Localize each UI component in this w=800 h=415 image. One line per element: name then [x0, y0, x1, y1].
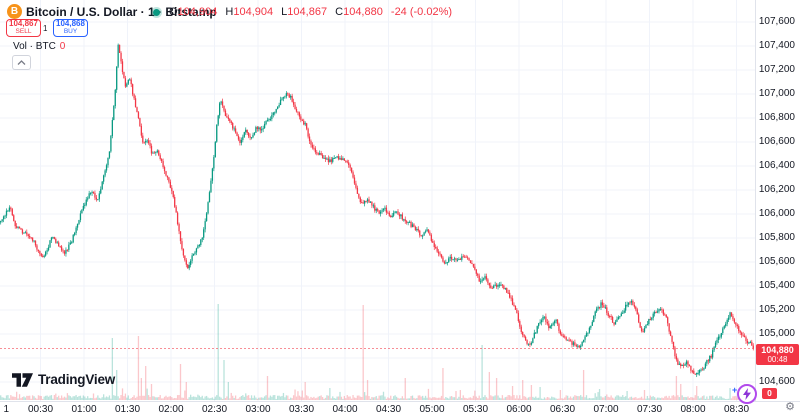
last-price-value: 104,880 — [761, 345, 794, 355]
price-axis-label: 106,800 — [758, 112, 795, 123]
time-axis-label: 08:00 — [680, 404, 706, 415]
sell-label: SELL — [15, 28, 32, 36]
price-axis-label: 106,600 — [758, 136, 795, 147]
time-axis-label: 05:30 — [462, 404, 489, 415]
volume-value: 0 — [59, 41, 66, 52]
low-label: L — [281, 6, 288, 18]
collapse-pane-button[interactable] — [12, 55, 31, 70]
lightning-icon — [743, 388, 751, 400]
price-axis-label: 105,000 — [758, 328, 795, 339]
tradingview-logo[interactable]: TradingView — [12, 372, 115, 387]
time-axis-label: 04:00 — [332, 404, 358, 415]
low-value: 104,867 — [287, 6, 328, 18]
buy-button[interactable]: 104,868 BUY — [53, 19, 88, 37]
volume-indicator-legend[interactable]: Vol · BTC 0 — [13, 41, 65, 52]
close-label: C — [335, 6, 344, 18]
price-axis-label: 106,400 — [758, 160, 795, 171]
volume-label: Vol · BTC — [13, 41, 56, 52]
price-axis-label: 105,200 — [758, 304, 795, 315]
time-axis-label: 02:00 — [158, 404, 184, 415]
tradingview-logo-text: TradingView — [38, 372, 116, 387]
time-axis-label: 00:30 — [27, 404, 54, 415]
plus-icon: + — [732, 385, 738, 395]
time-axis-label: 1 — [3, 404, 10, 415]
time-axis-label: 02:30 — [201, 404, 228, 415]
price-axis-label: 107,600 — [758, 16, 795, 27]
price-axis-label: 107,200 — [758, 64, 795, 75]
sell-price: 104,867 — [9, 19, 38, 29]
time-axis-label: 01:30 — [114, 404, 141, 415]
bitcoin-icon: B — [7, 4, 22, 19]
price-axis-label: 104,600 — [758, 376, 795, 387]
volume-axis-badge: 0 — [762, 388, 777, 399]
time-axis[interactable]: 1 00:30 01:00 01:30 02:00 02:30 03:00 03:30 04:0… — [0, 401, 800, 415]
price-axis[interactable]: 107,600 107,400 107,200 107,000 106,800 106,6… — [755, 0, 800, 401]
ohlc-values: O104,904 H104,904 L104,867 C104,880 -24 … — [169, 6, 452, 18]
last-price-badge: 104,880 00:48 — [756, 344, 799, 365]
price-axis-label: 106,000 — [758, 208, 795, 219]
price-axis-label: 107,400 — [758, 40, 795, 51]
time-axis-label: 03:30 — [288, 404, 315, 415]
sell-button[interactable]: 104,867 SELL — [6, 19, 41, 37]
grid-layer — [0, 0, 755, 401]
time-axis-label: 07:30 — [636, 404, 663, 415]
price-axis-label: 105,600 — [758, 256, 795, 267]
high-value: 104,904 — [233, 6, 274, 18]
open-label: O — [169, 6, 178, 18]
open-value: 104,904 — [177, 6, 218, 18]
high-label: H — [225, 6, 234, 18]
time-axis-label: 03:00 — [245, 404, 271, 415]
quick-trade-fab[interactable]: + — [732, 384, 757, 404]
chevron-up-icon — [17, 59, 26, 65]
volume-bars — [0, 304, 754, 400]
time-axis-label: 05:00 — [419, 404, 445, 415]
time-axis-label: 06:30 — [549, 404, 576, 415]
change-value: -24 (-0.02%) — [390, 6, 453, 18]
close-value: 104,880 — [343, 6, 383, 18]
time-axis-label: 04:30 — [375, 404, 402, 415]
buy-price: 104,868 — [56, 19, 85, 29]
buy-label: BUY — [63, 28, 78, 36]
time-axis-label: 08:30 — [723, 404, 750, 415]
spread-value: 1 — [43, 24, 48, 33]
price-axis-label: 107,000 — [758, 88, 795, 99]
time-settings-icon[interactable]: ⚙ — [783, 401, 797, 414]
bar-countdown: 00:48 — [767, 355, 788, 364]
price-axis-label: 105,400 — [758, 280, 795, 291]
tradingview-logo-icon — [12, 372, 33, 387]
time-axis-label: 06:00 — [506, 404, 532, 415]
symbol-title[interactable]: Bitcoin / U.S. Dollar · 1 · Bitstamp — [26, 5, 217, 19]
price-axis-label: 106,200 — [758, 184, 795, 195]
time-axis-label: 07:00 — [593, 404, 619, 415]
candles — [0, 43, 754, 378]
time-axis-label: 01:00 — [71, 404, 97, 415]
price-axis-label: 105,800 — [758, 232, 795, 243]
market-status-icon[interactable] — [153, 9, 160, 16]
